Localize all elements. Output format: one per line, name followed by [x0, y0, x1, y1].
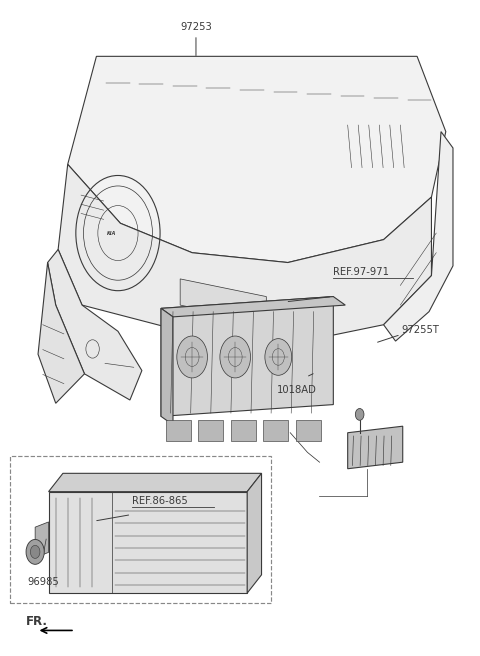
Polygon shape	[58, 165, 432, 344]
Text: 96985: 96985	[27, 577, 59, 586]
Circle shape	[26, 539, 44, 564]
Text: FR.: FR.	[25, 615, 48, 628]
FancyBboxPatch shape	[231, 420, 256, 441]
Text: REF.97-971: REF.97-971	[333, 267, 389, 277]
FancyBboxPatch shape	[166, 420, 191, 441]
Polygon shape	[348, 426, 403, 469]
Text: 97255T: 97255T	[402, 325, 440, 335]
Circle shape	[177, 336, 207, 378]
Text: 1018AD: 1018AD	[276, 385, 316, 395]
FancyBboxPatch shape	[198, 420, 223, 441]
Polygon shape	[48, 491, 247, 593]
Polygon shape	[247, 474, 262, 593]
Polygon shape	[161, 308, 173, 425]
Circle shape	[30, 545, 40, 558]
Polygon shape	[161, 297, 333, 417]
Polygon shape	[180, 279, 266, 323]
FancyBboxPatch shape	[296, 420, 321, 441]
Circle shape	[265, 338, 292, 375]
Polygon shape	[48, 474, 262, 491]
Polygon shape	[35, 522, 48, 558]
Polygon shape	[48, 249, 142, 400]
Text: KIA: KIA	[107, 230, 117, 236]
Circle shape	[220, 336, 251, 378]
Polygon shape	[161, 297, 345, 317]
Polygon shape	[38, 262, 84, 403]
Polygon shape	[68, 56, 446, 262]
Text: REF.86-865: REF.86-865	[132, 496, 188, 506]
FancyBboxPatch shape	[264, 420, 288, 441]
Polygon shape	[384, 132, 453, 341]
Text: 97253: 97253	[180, 22, 212, 56]
Circle shape	[355, 409, 364, 420]
